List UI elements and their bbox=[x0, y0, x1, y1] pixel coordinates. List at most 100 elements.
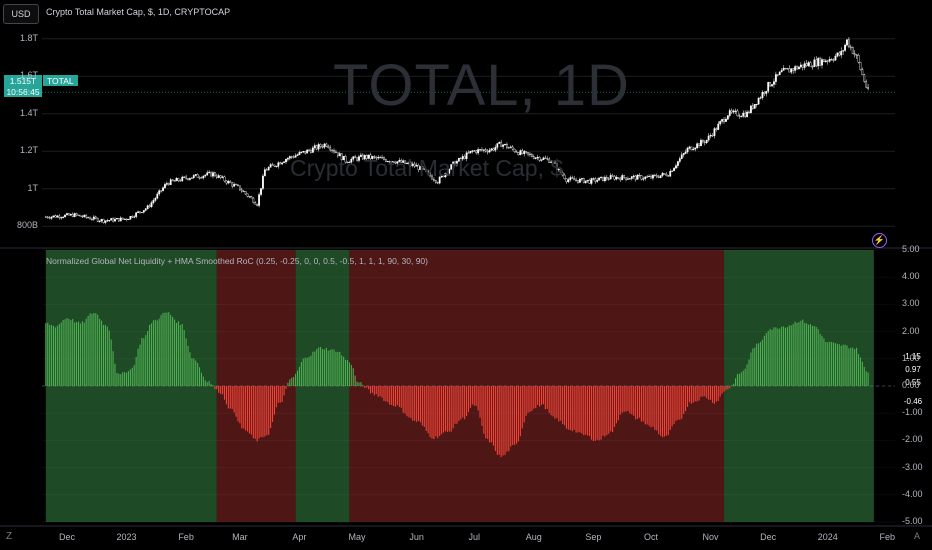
histogram-bar bbox=[321, 349, 324, 386]
histogram-bar bbox=[613, 386, 616, 427]
histogram-bar bbox=[283, 386, 285, 396]
candle-body bbox=[363, 155, 366, 160]
candle-body bbox=[79, 214, 82, 217]
histogram-bar bbox=[444, 386, 446, 432]
currency-button[interactable]: USD bbox=[3, 4, 39, 24]
histogram-bar bbox=[164, 312, 166, 386]
histogram-bar bbox=[268, 386, 270, 435]
candle-body bbox=[753, 104, 756, 109]
candle-body bbox=[336, 152, 339, 157]
candle-body bbox=[744, 112, 747, 118]
histogram-bar bbox=[742, 370, 744, 386]
candle-body bbox=[231, 182, 234, 187]
histogram-bar bbox=[181, 324, 183, 386]
candle-body bbox=[269, 164, 272, 168]
candle-body bbox=[723, 119, 725, 122]
candle-body bbox=[776, 74, 779, 76]
histogram-bar bbox=[489, 386, 491, 443]
candle-body bbox=[277, 162, 280, 167]
histogram-bar bbox=[452, 386, 454, 429]
histogram-bar bbox=[343, 356, 345, 386]
candle-body bbox=[457, 157, 460, 162]
histogram-bar bbox=[510, 386, 512, 447]
histogram-bar bbox=[685, 386, 687, 412]
histogram-bar bbox=[838, 344, 840, 386]
lightning-icon[interactable]: ⚡ bbox=[872, 233, 887, 248]
candle-body bbox=[523, 151, 526, 154]
histogram-bar bbox=[310, 355, 312, 386]
histogram-bar bbox=[429, 386, 431, 438]
candle-body bbox=[521, 150, 524, 154]
candle-body bbox=[552, 161, 554, 163]
histogram-bar bbox=[675, 386, 677, 421]
histogram-bar bbox=[143, 338, 145, 386]
candle-body bbox=[636, 174, 639, 180]
histogram-bar bbox=[95, 313, 97, 386]
candle-body bbox=[135, 212, 138, 217]
histogram-bar bbox=[368, 386, 370, 390]
histogram-bar bbox=[262, 386, 264, 438]
candle-body bbox=[748, 111, 750, 113]
candle-body bbox=[575, 179, 577, 181]
candle-body bbox=[611, 175, 614, 177]
y-tick-label: 1.00 bbox=[902, 352, 920, 363]
candle-body bbox=[394, 162, 397, 164]
histogram-bar bbox=[243, 386, 245, 429]
candle-body bbox=[121, 217, 124, 220]
candle-body bbox=[302, 150, 305, 153]
histogram-bar bbox=[456, 386, 458, 424]
histogram-bar bbox=[715, 386, 717, 402]
histogram-bar bbox=[592, 386, 594, 442]
candle-body bbox=[200, 177, 203, 179]
candle-body bbox=[431, 175, 433, 180]
histogram-bar bbox=[531, 386, 533, 411]
candle-body bbox=[440, 175, 443, 178]
candle-body bbox=[580, 178, 583, 180]
candle-body bbox=[563, 174, 566, 180]
candle-body bbox=[390, 161, 393, 163]
histogram-bar bbox=[804, 322, 806, 386]
candle-body bbox=[653, 174, 656, 176]
histogram-bar bbox=[550, 386, 552, 416]
candle-body bbox=[91, 218, 93, 220]
candle-body bbox=[254, 202, 257, 205]
candle-body bbox=[344, 156, 347, 163]
histogram-bar bbox=[175, 322, 178, 386]
histogram-bar bbox=[552, 386, 554, 417]
candle-body bbox=[725, 118, 727, 122]
histogram-bar bbox=[448, 386, 450, 432]
candle-body bbox=[154, 197, 157, 201]
candle-body bbox=[400, 160, 403, 163]
candle-body bbox=[77, 214, 80, 216]
candle-body bbox=[346, 161, 349, 163]
histogram-bar bbox=[414, 386, 416, 421]
candle-body bbox=[773, 81, 775, 85]
histogram-bar bbox=[114, 363, 116, 386]
histogram-bar bbox=[462, 386, 464, 418]
y-tick-label: 5.00 bbox=[902, 244, 920, 254]
histogram-bar bbox=[540, 386, 543, 405]
candle-body bbox=[102, 219, 105, 223]
candle-body bbox=[415, 164, 418, 167]
histogram-bar bbox=[596, 386, 598, 440]
histogram-bar bbox=[393, 386, 395, 407]
histogram-bar bbox=[185, 338, 187, 386]
candle-body bbox=[454, 161, 456, 166]
histogram-bar bbox=[688, 386, 690, 403]
candle-body bbox=[119, 217, 122, 222]
candle-body bbox=[185, 176, 187, 179]
candle-body bbox=[863, 74, 866, 82]
candle-body bbox=[809, 62, 812, 67]
candle-body bbox=[275, 166, 278, 168]
histogram-bar bbox=[733, 383, 735, 386]
histogram-bar bbox=[162, 312, 164, 386]
candle-body bbox=[127, 218, 130, 221]
candle-body bbox=[823, 59, 825, 63]
candle-body bbox=[602, 176, 604, 182]
histogram-bar bbox=[56, 325, 58, 386]
y-tick-label: 1.2T bbox=[19, 145, 38, 156]
histogram-bar bbox=[483, 386, 485, 434]
candle-body bbox=[85, 214, 88, 218]
histogram-bar bbox=[504, 386, 506, 455]
auto-scale-button[interactable]: A bbox=[914, 531, 921, 541]
